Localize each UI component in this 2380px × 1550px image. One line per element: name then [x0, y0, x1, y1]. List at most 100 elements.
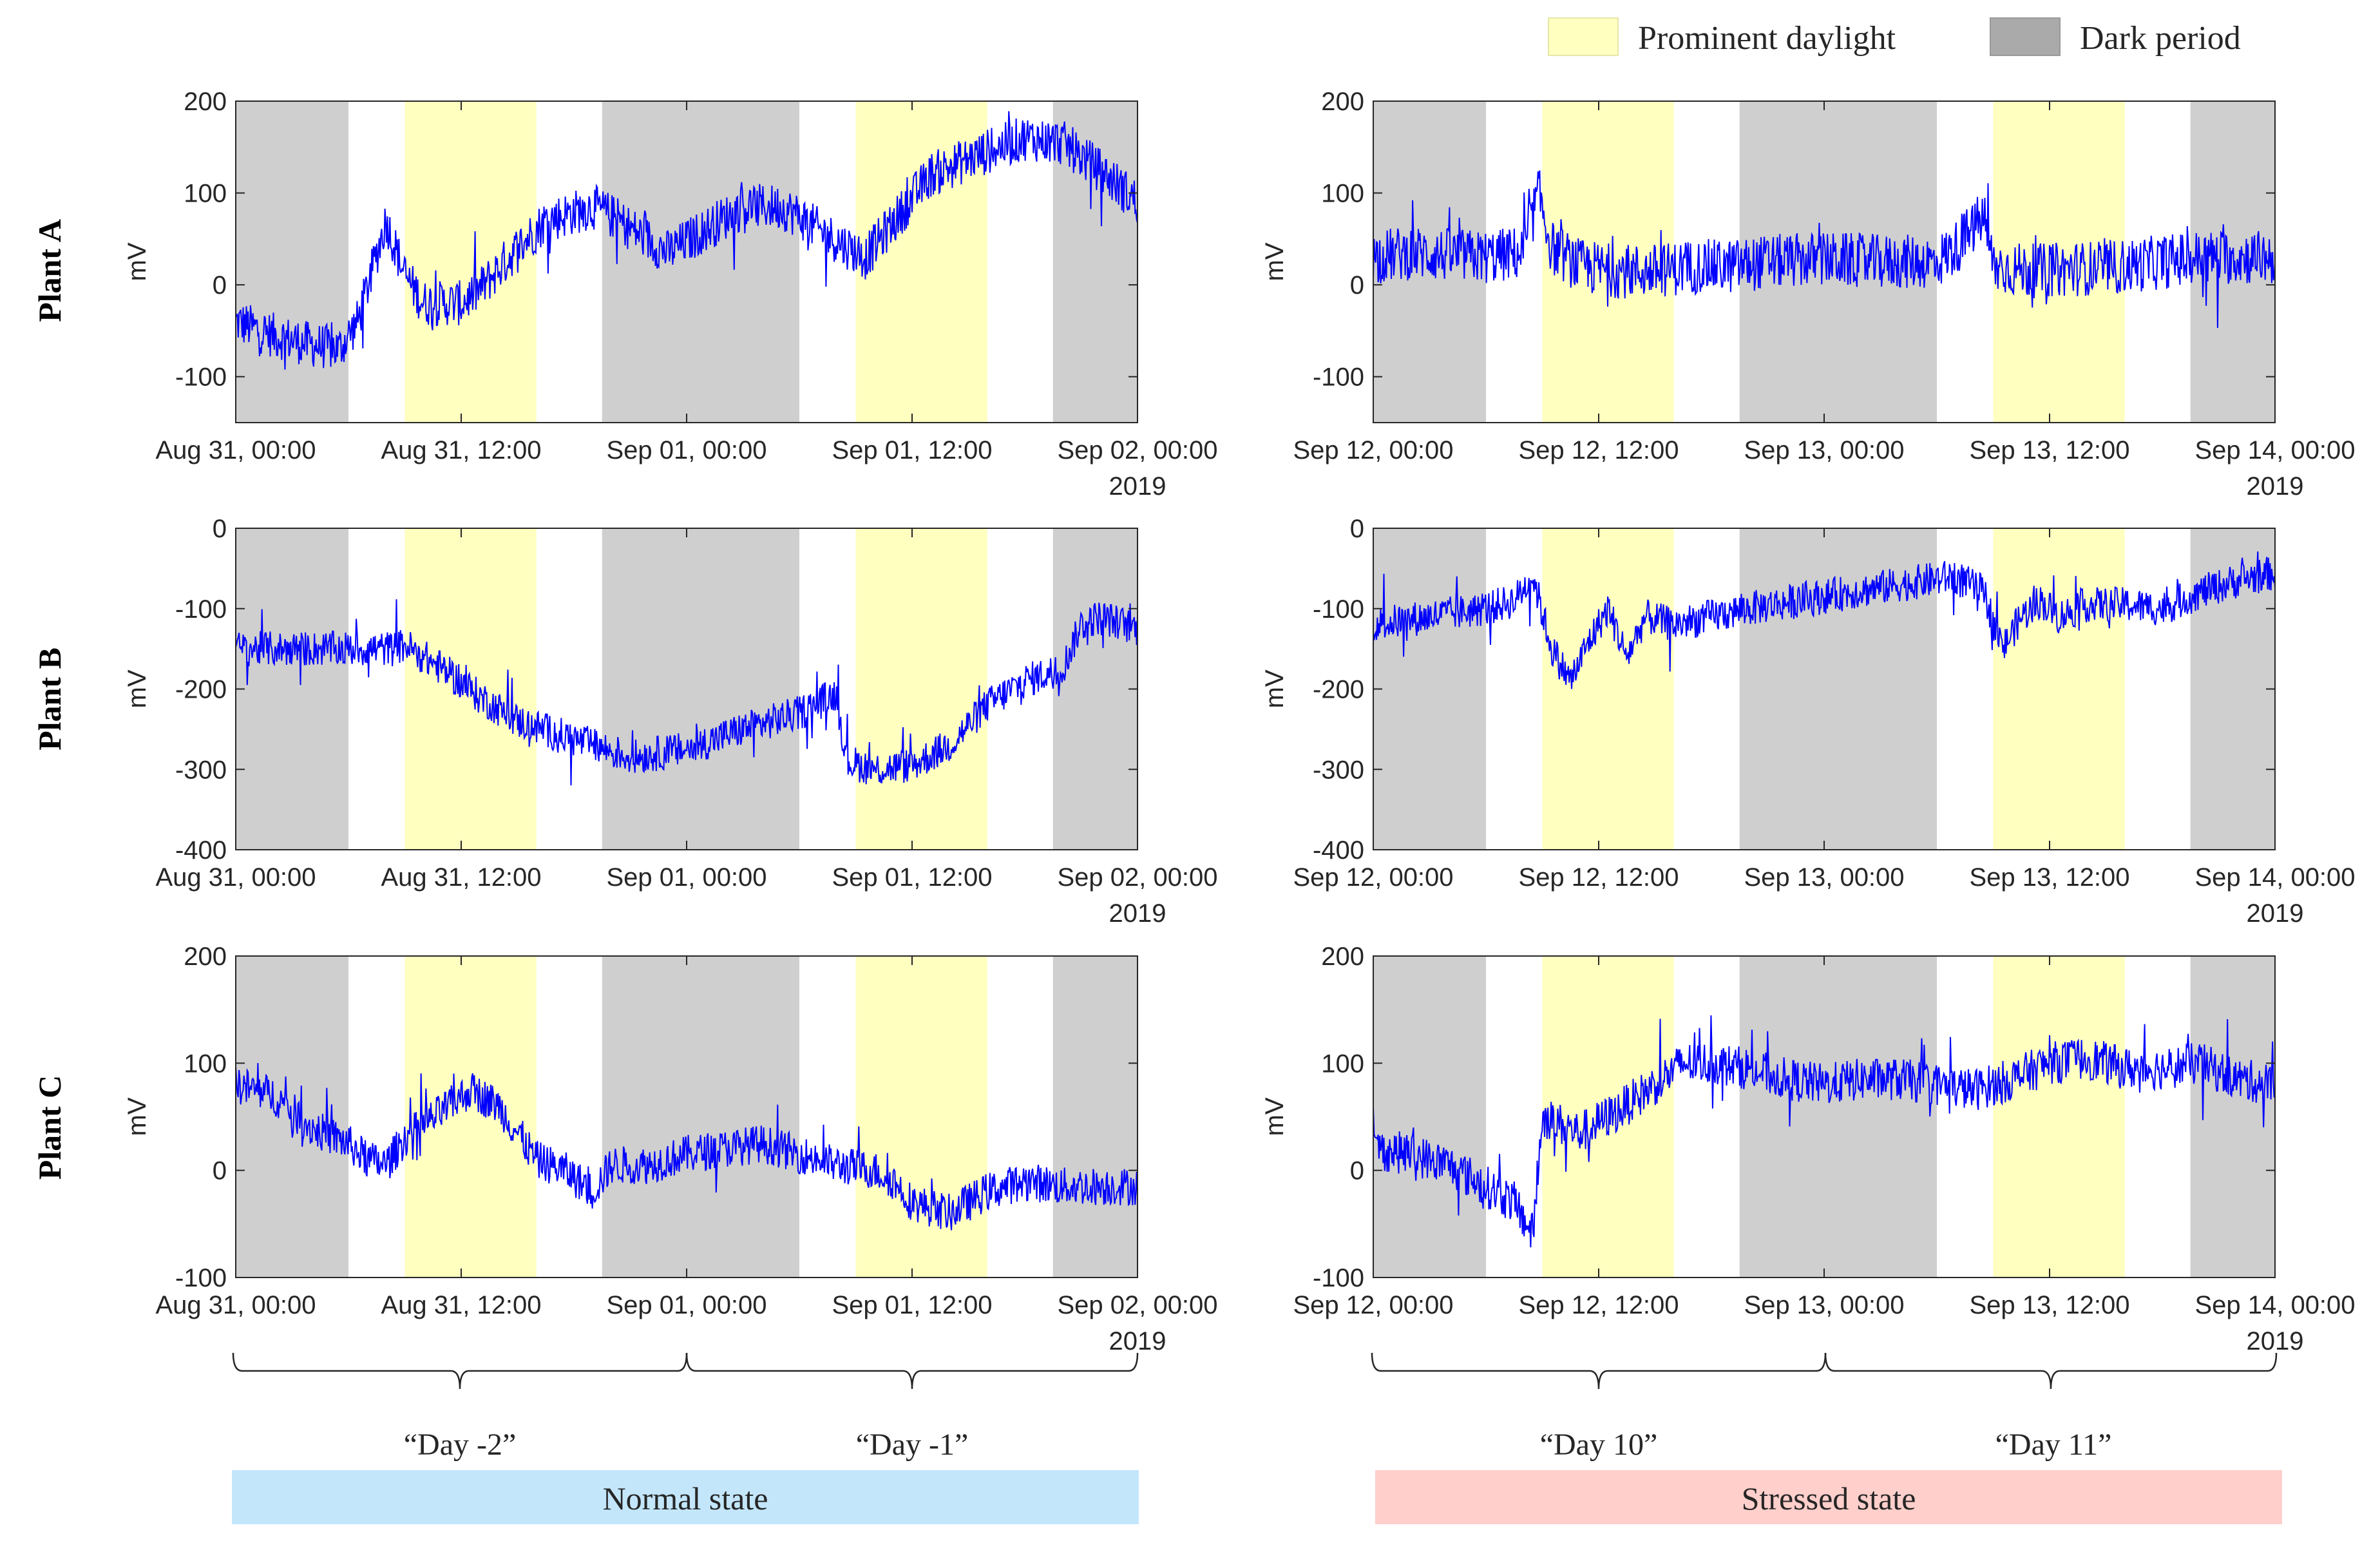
- x-tick-label: Sep 14, 00:00: [2194, 436, 2355, 464]
- dark-period-band: [1052, 528, 1138, 850]
- x-tick-label: Sep 13, 12:00: [1969, 863, 2129, 892]
- y-tick-label: -100: [1313, 363, 1364, 392]
- day-label-minus-2: “Day -2”: [404, 1428, 517, 1462]
- y-tick-label: 100: [184, 180, 227, 208]
- y-axis-label: mV: [123, 242, 151, 281]
- x-tick-label: Sep 02, 00:00: [1057, 863, 1217, 892]
- panel-plant-a-normal: 200 100 0 -100 mV Aug 31, 00:00 Aug 31, 12:00 S…: [123, 88, 1218, 501]
- x-tick-label: Sep 02, 00:00: [1057, 1291, 1217, 1319]
- y-tick-label: -100: [1313, 595, 1364, 624]
- row-label-plant-c: Plant C: [32, 1075, 68, 1180]
- dark-period-band: [1739, 528, 1937, 850]
- legend-daylight-swatch: [1548, 17, 1619, 56]
- normal-state-label: Normal state: [603, 1480, 768, 1517]
- y-tick-label: -200: [1313, 676, 1364, 704]
- day-brace: [1371, 1352, 1827, 1390]
- dark-period-band: [602, 101, 799, 423]
- legend-dark-swatch: [1990, 17, 2061, 56]
- y-tick-label: 0: [213, 515, 227, 543]
- dark-period-band: [1052, 956, 1138, 1277]
- row-labels: Plant A Plant B Plant C: [32, 219, 68, 1180]
- y-tick-label: 0: [213, 1157, 227, 1185]
- daylight-band: [405, 956, 537, 1277]
- y-tick-label: 200: [1321, 942, 1364, 971]
- y-tick-label: -100: [1313, 1264, 1364, 1292]
- x-tick-label: Sep 13, 12:00: [1969, 1291, 2129, 1319]
- day-brace: [232, 1352, 688, 1390]
- y-axis-label: mV: [1261, 1097, 1289, 1136]
- stressed-state-label: Stressed state: [1742, 1480, 1916, 1517]
- x-tick-label: Aug 31, 12:00: [381, 1291, 541, 1319]
- x-tick-label: Sep 12, 00:00: [1293, 863, 1453, 892]
- potential-line: [236, 1063, 1138, 1230]
- daylight-band: [1542, 956, 1674, 1277]
- x-tick-label: Sep 01, 00:00: [606, 1291, 766, 1319]
- x-tick-label: Sep 12, 12:00: [1518, 436, 1679, 464]
- day-brace: [1824, 1352, 2278, 1390]
- x-tick-label: Sep 02, 00:00: [1057, 436, 1217, 464]
- y-tick-label: -100: [175, 595, 227, 624]
- y-axis-label: mV: [1261, 669, 1289, 708]
- x-tick-label: Sep 13, 00:00: [1744, 436, 1904, 464]
- y-tick-label: 0: [213, 271, 227, 300]
- x-tick-label: Sep 13, 12:00: [1969, 436, 2129, 464]
- day-label-minus-1: “Day -1”: [856, 1428, 969, 1462]
- daylight-band: [1993, 528, 2125, 850]
- dark-period-band: [236, 101, 348, 423]
- y-tick-label: 0: [1350, 1157, 1364, 1185]
- normal-state-bar: [232, 1470, 1139, 1524]
- y-tick-label: -300: [1313, 756, 1364, 784]
- dark-period-band: [236, 956, 348, 1277]
- x-tick-label: Sep 13, 00:00: [1744, 863, 1904, 892]
- y-tick-label: 100: [1321, 180, 1364, 208]
- y-tick-label: -100: [175, 1264, 227, 1292]
- y-axis-label: mV: [1261, 242, 1289, 281]
- daylight-band: [855, 528, 987, 850]
- x-tick-label: Sep 12, 00:00: [1293, 436, 1453, 464]
- x-tick-label: Sep 12, 00:00: [1293, 1291, 1453, 1319]
- panels: 200 100 0 -100 mV Aug 31, 00:00 Aug 31, 12:00 S…: [123, 88, 2356, 1355]
- potential-line: [1373, 170, 2275, 329]
- y-tick-label: 200: [1321, 88, 1364, 116]
- x-tick-label: Aug 31, 00:00: [155, 436, 316, 464]
- legend-daylight-label: Prominent daylight: [1638, 20, 1896, 57]
- y-tick-label: -400: [175, 836, 227, 865]
- potential-line: [1373, 1015, 2275, 1248]
- row-label-plant-a: Plant A: [32, 219, 68, 322]
- x-tick-label: Sep 01, 12:00: [832, 436, 992, 464]
- x-tick-label: Aug 31, 12:00: [381, 863, 541, 892]
- potential-line: [236, 599, 1138, 786]
- potential-line: [1373, 551, 2275, 689]
- y-tick-label: -400: [1313, 836, 1364, 865]
- day-brace: [685, 1352, 1139, 1390]
- potential-line: [236, 111, 1138, 370]
- daylight-band: [1993, 956, 2125, 1277]
- x-tick-label: Aug 31, 12:00: [381, 436, 541, 464]
- x-tick-label: Sep 13, 00:00: [1744, 1291, 1904, 1319]
- x-tick-label: Sep 01, 00:00: [606, 436, 766, 464]
- panel-plant-b-stressed: 0 -100 -200 -300 -400 mV Sep 12, 00:00 Sep 12, …: [1261, 515, 2356, 928]
- day-label-11: “Day 11”: [1995, 1428, 2112, 1462]
- daylight-band: [855, 956, 987, 1277]
- y-tick-label: -200: [175, 676, 227, 704]
- year-label: 2019: [1109, 1327, 1166, 1355]
- x-tick-label: Sep 12, 12:00: [1518, 1291, 1679, 1319]
- panel-plant-a-stressed: 200 100 0 -100 mV Sep 12, 00:00 Sep 12, 12:00 S…: [1261, 88, 2356, 501]
- y-tick-label: -300: [175, 756, 227, 784]
- stressed-state-bar: [1375, 1470, 2282, 1524]
- x-tick-label: Sep 01, 12:00: [832, 1291, 992, 1319]
- x-tick-label: Aug 31, 00:00: [155, 863, 316, 892]
- y-axis-label: mV: [123, 1097, 151, 1136]
- y-tick-label: 0: [1350, 271, 1364, 300]
- x-tick-label: Sep 14, 00:00: [2194, 1291, 2355, 1319]
- panel-plant-b-normal: 0 -100 -200 -300 -400 mV Aug 31, 00:00 Aug 31, …: [123, 515, 1218, 928]
- x-tick-label: Sep 01, 00:00: [606, 863, 766, 892]
- year-label: 2019: [1109, 899, 1166, 928]
- day-label-10: “Day 10”: [1540, 1428, 1658, 1462]
- year-label: 2019: [2247, 899, 2304, 928]
- y-tick-label: -100: [175, 363, 227, 392]
- year-label: 2019: [1109, 472, 1166, 501]
- x-tick-label: Sep 01, 12:00: [832, 863, 992, 892]
- y-axis-label: mV: [123, 669, 151, 708]
- dark-period-band: [602, 528, 799, 850]
